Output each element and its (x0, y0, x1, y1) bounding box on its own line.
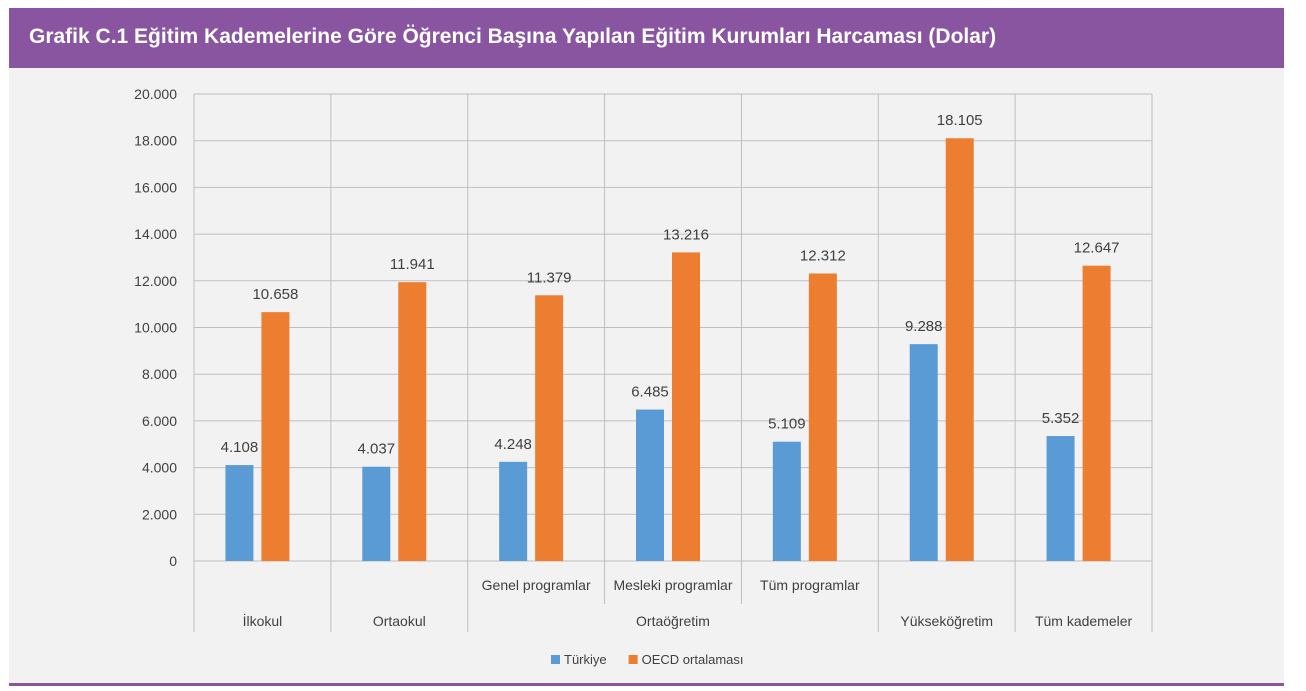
data-label: 10.658 (252, 286, 298, 303)
x-subcategory-label: Mesleki programlar (613, 577, 732, 593)
legend-swatch (628, 655, 638, 664)
bar (499, 461, 528, 561)
bar (909, 344, 938, 561)
bar (772, 441, 801, 561)
data-label: 12.312 (800, 248, 846, 265)
data-label: 6.485 (631, 384, 669, 401)
bar (535, 295, 564, 561)
bottom-rule (9, 683, 1284, 686)
x-group-label: İlkokul (243, 612, 283, 629)
x-group-label: Tüm kademeler (1035, 613, 1133, 629)
y-tick-label: 4.000 (142, 460, 177, 476)
data-label: 12.647 (1074, 240, 1120, 257)
y-tick-label: 8.000 (142, 366, 177, 382)
y-tick-label: 2.000 (142, 506, 177, 522)
bar (362, 466, 391, 561)
bar (672, 252, 700, 561)
y-tick-label: 0 (169, 553, 177, 569)
y-tick-label: 6.000 (142, 413, 177, 429)
data-label: 18.105 (937, 112, 983, 129)
x-subcategory-label: Tüm programlar (760, 577, 860, 593)
y-tick-label: 16.000 (134, 179, 177, 195)
x-subcategory-label: Genel programlar (482, 577, 591, 593)
data-label: 4.037 (358, 441, 396, 458)
y-tick-label: 20.000 (134, 86, 177, 102)
legend-label: OECD ortalaması (642, 652, 744, 667)
bar (945, 138, 974, 562)
bar (1046, 436, 1075, 561)
data-label: 9.288 (905, 318, 943, 335)
legend-label: Türkiye (564, 652, 607, 667)
x-group-label: Ortaokul (373, 613, 426, 629)
data-label: 11.379 (527, 269, 572, 286)
data-label: 11.941 (390, 256, 435, 273)
x-group-label: Yükseköğretim (900, 613, 993, 629)
bar (808, 273, 837, 561)
legend-swatch (551, 655, 560, 664)
bar (1082, 265, 1111, 561)
data-label: 5.109 (768, 416, 806, 433)
y-tick-label: 12.000 (134, 273, 177, 289)
bar (261, 312, 290, 561)
bar (225, 465, 254, 561)
x-group-label: Ortaöğretim (636, 613, 710, 629)
chart-title: Grafik C.1 Eğitim Kademelerine Göre Öğre… (29, 25, 997, 48)
y-tick-label: 10.000 (134, 320, 177, 336)
y-tick-label: 14.000 (134, 226, 177, 242)
bar (398, 282, 427, 561)
y-tick-label: 18.000 (134, 133, 177, 149)
data-label: 4.248 (494, 436, 532, 453)
data-label: 4.108 (221, 439, 259, 456)
data-label: 13.216 (663, 226, 709, 243)
chart-header: Grafik C.1 Eğitim Kademelerine Göre Öğre… (9, 8, 1284, 68)
chart-panel (9, 68, 1284, 683)
data-label: 5.352 (1042, 410, 1080, 427)
bar (636, 409, 664, 561)
